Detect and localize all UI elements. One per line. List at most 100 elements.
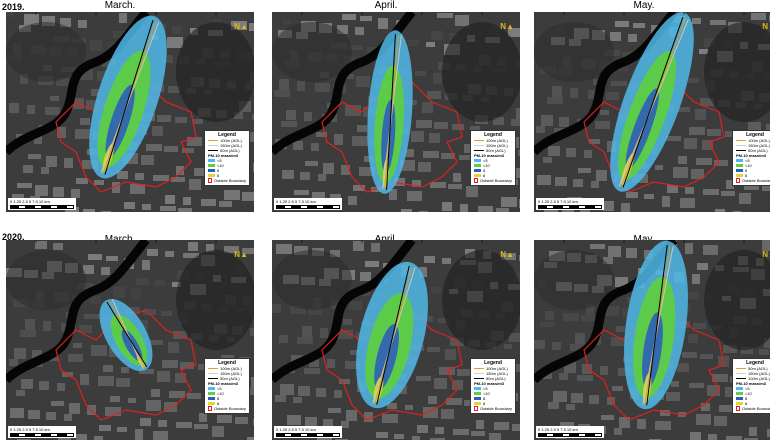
terrain-patch <box>43 321 51 331</box>
terrain-patch <box>110 396 120 402</box>
terrain-patch <box>442 202 452 211</box>
terrain-patch <box>150 340 163 345</box>
scale-bar: 0 1.25 2.5 5 7.5 10 km <box>8 198 76 210</box>
terrain-patch <box>172 26 182 34</box>
terrain-patch <box>417 425 428 433</box>
terrain-patch <box>626 192 638 198</box>
terrain-patch <box>608 246 621 257</box>
legend-bin-entry: <5 <box>736 386 770 391</box>
legend-title: Legend <box>746 132 764 138</box>
terrain-patch <box>644 194 654 199</box>
trajectory-line <box>106 301 148 368</box>
terrain-patch <box>441 153 455 159</box>
terrain-patch <box>9 359 18 366</box>
forest-area <box>704 22 770 122</box>
terrain-patch <box>193 119 203 124</box>
terrain-patch <box>180 362 194 369</box>
terrain-patch <box>235 417 248 424</box>
terrain-patch <box>611 337 626 346</box>
terrain-patch <box>293 397 302 403</box>
terrain-patch <box>201 199 216 206</box>
terrain-patch <box>330 250 340 257</box>
terrain-patch <box>501 253 516 260</box>
terrain-patch <box>68 98 84 109</box>
terrain-patch <box>610 32 621 41</box>
terrain-patch <box>69 403 80 414</box>
terrain-patch <box>349 301 362 310</box>
terrain-patch <box>518 150 520 156</box>
legend-unit: PM-10 mass/m3 <box>736 381 767 386</box>
terrain-patch <box>688 78 699 83</box>
terrain-patch <box>581 315 595 322</box>
terrain-patch <box>387 403 397 409</box>
terrain-patch <box>708 434 717 440</box>
terrain-patch <box>80 118 90 125</box>
terrain-patch <box>466 186 478 197</box>
month-label: March. <box>104 234 136 245</box>
satellite-map <box>534 240 770 440</box>
terrain-patch <box>224 246 239 253</box>
terrain-patch <box>719 405 735 412</box>
legend-bin-entry: <10 <box>208 163 246 168</box>
terrain-patch <box>376 432 388 438</box>
legend-unit: PM-10 mass/m3 <box>474 153 505 158</box>
dispersion-plume <box>367 30 413 194</box>
terrain-patch <box>580 210 590 212</box>
terrain-patch <box>365 261 379 267</box>
legend-unit: PM-10 mass/m3 <box>736 153 767 158</box>
terrain-patch <box>294 246 308 255</box>
terrain-patch <box>534 340 545 349</box>
terrain-patch <box>182 148 194 153</box>
terrain-patch <box>616 326 625 332</box>
legend-bin-entry: <10 <box>208 391 246 396</box>
terrain-patch <box>45 107 60 115</box>
terrain-patch <box>305 161 318 166</box>
terrain-patch <box>431 31 443 40</box>
terrain-patch <box>101 211 111 212</box>
legend-bin-entry: <10 <box>736 163 770 168</box>
terrain-patch <box>80 374 89 385</box>
terrain-patch <box>188 242 198 251</box>
terrain-patch <box>90 296 101 304</box>
legend-bin-entry: 8 <box>474 396 512 401</box>
legend-bin-entry: 8 <box>208 401 246 406</box>
terrain-patch <box>767 429 770 437</box>
terrain-patch <box>17 439 31 440</box>
terrain-patch <box>161 55 173 63</box>
terrain-patch <box>552 342 561 350</box>
terrain-patch <box>516 108 520 119</box>
terrain-patch <box>489 433 501 440</box>
terrain-patch <box>140 418 151 426</box>
terrain-patch <box>121 367 129 373</box>
legend-boundary-entry: Outside Boundary <box>736 178 770 183</box>
terrain-patch <box>619 417 630 428</box>
terrain-patch <box>309 357 319 367</box>
terrain-patch <box>699 49 708 54</box>
terrain-patch <box>401 209 412 212</box>
terrain-patch <box>17 183 32 188</box>
legend-bin-entry: <10 <box>736 391 770 396</box>
terrain-patch <box>106 256 118 261</box>
terrain-patch <box>280 384 294 395</box>
terrain-patch <box>298 386 310 396</box>
terrain-patch <box>478 206 493 212</box>
forest-area <box>176 22 254 122</box>
terrain-patch <box>290 306 306 314</box>
terrain-patch <box>378 18 388 29</box>
terrain-patch <box>212 426 224 437</box>
forest-area <box>534 250 614 310</box>
terrain-patch <box>596 170 607 181</box>
terrain-patch <box>412 436 420 440</box>
terrain-patch <box>512 424 520 431</box>
terrain-patch <box>183 197 191 205</box>
terrain-patch <box>124 202 135 209</box>
terrain-patch <box>51 401 64 406</box>
terrain-patch <box>601 415 614 420</box>
terrain-patch <box>75 129 91 139</box>
terrain-patch <box>684 138 697 149</box>
terrain-patch <box>702 140 713 150</box>
terrain-patch <box>91 345 107 356</box>
